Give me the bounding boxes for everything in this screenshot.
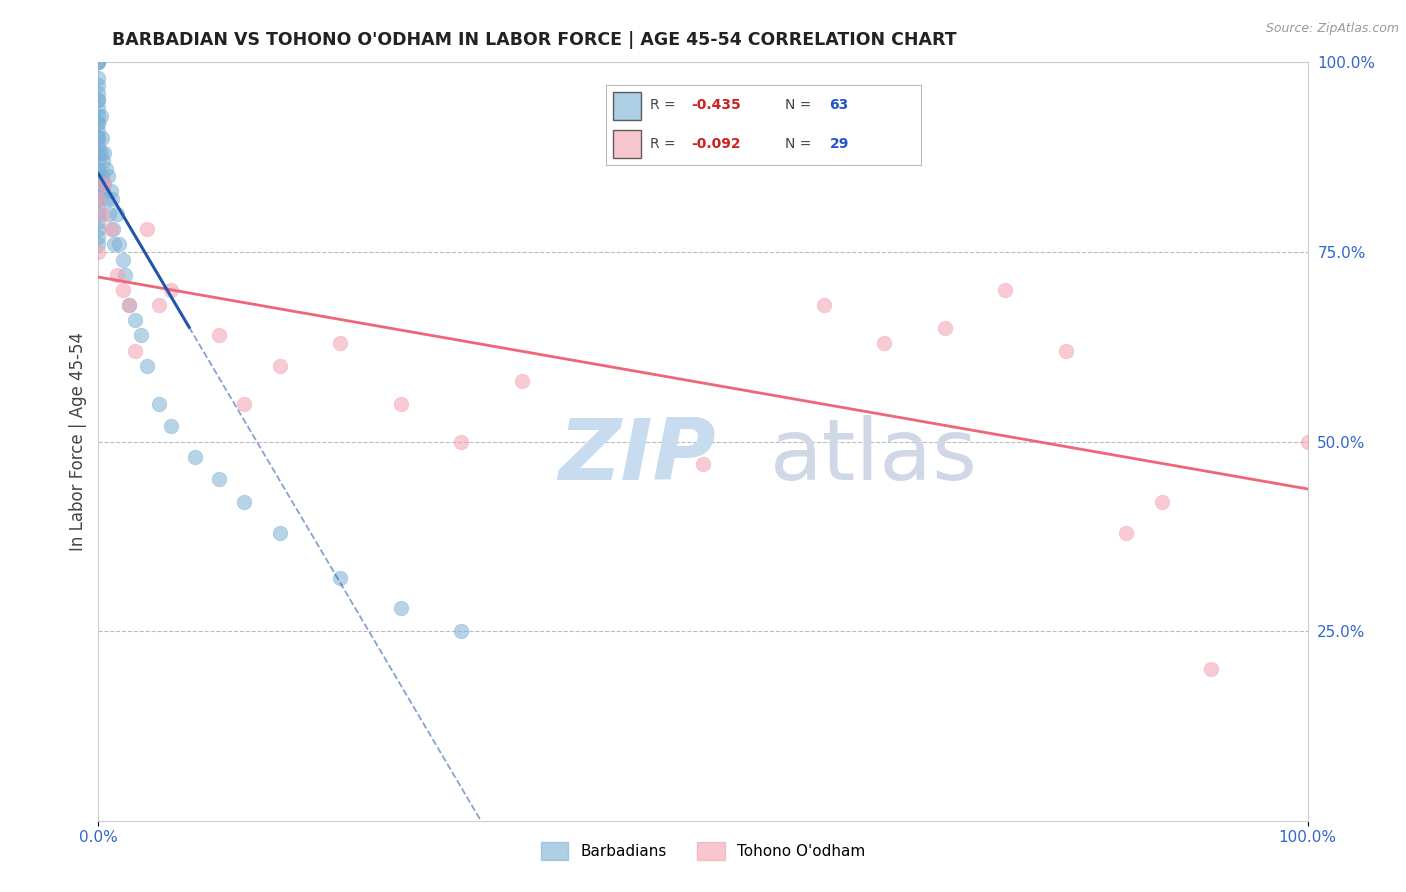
Point <box>90 108 112 122</box>
Point <box>87 108 110 122</box>
Point <box>105 268 128 282</box>
Point <box>129 328 152 343</box>
Point <box>87 101 110 115</box>
Point <box>87 55 110 70</box>
Point <box>108 237 131 252</box>
Point <box>135 222 157 236</box>
Point <box>93 177 115 191</box>
Point <box>87 161 110 176</box>
Point <box>1054 343 1077 358</box>
Text: atlas: atlas <box>769 415 977 499</box>
Point <box>87 192 110 206</box>
Point <box>87 222 110 236</box>
Point <box>118 298 141 312</box>
Legend: Barbadians, Tohono O'odham: Barbadians, Tohono O'odham <box>534 836 872 866</box>
Point <box>208 473 231 487</box>
Point <box>111 252 134 267</box>
Point <box>87 184 110 198</box>
Point <box>160 419 183 434</box>
Point <box>111 283 134 297</box>
Text: ZIP: ZIP <box>558 415 716 499</box>
Point <box>87 169 110 184</box>
Point <box>96 192 118 206</box>
Point <box>87 207 110 221</box>
Point <box>91 184 114 198</box>
Point <box>160 283 183 297</box>
Point <box>232 495 254 509</box>
Point <box>232 396 254 410</box>
Point <box>184 450 207 464</box>
Y-axis label: In Labor Force | Age 45-54: In Labor Force | Age 45-54 <box>69 332 87 551</box>
Point <box>87 131 110 145</box>
Point <box>87 116 110 130</box>
Point <box>87 199 110 213</box>
Point <box>105 207 128 221</box>
Point <box>873 335 896 350</box>
Point <box>124 343 146 358</box>
Point <box>87 214 110 228</box>
Point <box>135 359 157 373</box>
Point <box>994 283 1017 297</box>
Point <box>100 192 122 206</box>
Point <box>450 624 472 639</box>
Point <box>87 192 110 206</box>
Point <box>124 313 146 327</box>
Point <box>87 169 110 184</box>
Point <box>87 94 110 108</box>
Point <box>87 123 110 137</box>
Point <box>100 184 122 198</box>
Point <box>87 138 110 153</box>
Point <box>101 222 124 236</box>
Point <box>97 169 120 184</box>
Point <box>1152 495 1174 509</box>
Point <box>208 328 231 343</box>
Text: Source: ZipAtlas.com: Source: ZipAtlas.com <box>1265 22 1399 36</box>
Point <box>269 359 291 373</box>
Point <box>87 116 110 130</box>
Point <box>98 207 121 221</box>
Point <box>1296 434 1319 449</box>
Point <box>87 94 110 108</box>
Point <box>87 237 110 252</box>
Point <box>329 571 352 585</box>
Point <box>510 374 533 388</box>
Point <box>114 268 136 282</box>
Point <box>90 146 112 161</box>
Point <box>692 458 714 472</box>
Point <box>87 78 110 92</box>
Point <box>87 55 110 70</box>
Point <box>87 70 110 85</box>
Point <box>1115 525 1137 540</box>
Point <box>93 146 115 161</box>
Point <box>269 525 291 540</box>
Point <box>450 434 472 449</box>
Point <box>103 237 125 252</box>
Point <box>94 161 117 176</box>
Point <box>91 207 114 221</box>
Point <box>118 298 141 312</box>
Point <box>91 169 114 184</box>
Point <box>87 244 110 259</box>
Point <box>148 298 170 312</box>
Point <box>100 222 122 236</box>
Point <box>1199 662 1222 676</box>
Point <box>329 335 352 350</box>
Point <box>934 320 956 334</box>
Point <box>91 153 114 168</box>
Point <box>87 146 110 161</box>
Point <box>91 131 114 145</box>
Point <box>389 396 412 410</box>
Point <box>148 396 170 410</box>
Point <box>87 55 110 70</box>
Point <box>93 177 115 191</box>
Point <box>87 177 110 191</box>
Point <box>389 601 412 615</box>
Text: BARBADIAN VS TOHONO O'ODHAM IN LABOR FORCE | AGE 45-54 CORRELATION CHART: BARBADIAN VS TOHONO O'ODHAM IN LABOR FOR… <box>112 31 957 49</box>
Point <box>87 131 110 145</box>
Point <box>87 153 110 168</box>
Point <box>87 229 110 244</box>
Point <box>813 298 835 312</box>
Point <box>87 86 110 100</box>
